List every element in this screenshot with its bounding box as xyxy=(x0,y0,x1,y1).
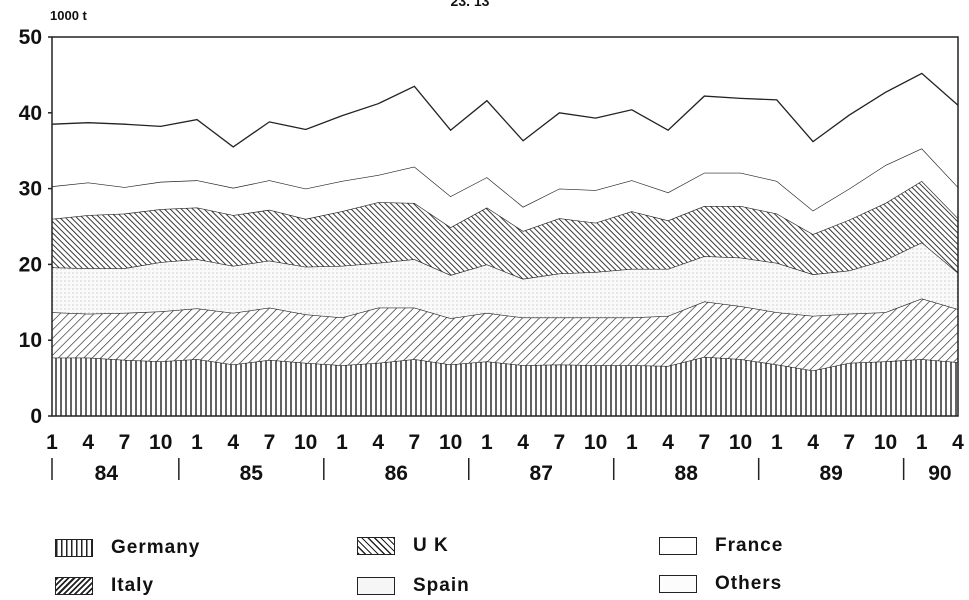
x-tick-label: 10 xyxy=(874,431,897,454)
legend-label: U K xyxy=(413,535,449,556)
x-tick-label: 1 xyxy=(481,431,493,454)
legend-label: Germany xyxy=(111,537,201,558)
legend-item-spain: Spain xyxy=(357,575,470,597)
x-tick-label: 1 xyxy=(771,431,783,454)
area-germany xyxy=(52,356,958,416)
legend-label: France xyxy=(715,535,784,556)
x-tick-label: 7 xyxy=(119,431,131,454)
x-tick-label: 1 xyxy=(626,431,638,454)
x-tick-label: 4 xyxy=(517,431,529,454)
x-tick-label: 4 xyxy=(952,431,964,454)
x-tick-label: 7 xyxy=(843,431,855,454)
x-tick-label: 1 xyxy=(46,431,58,454)
x-tick-label: 4 xyxy=(82,431,94,454)
y-tick-label: 50 xyxy=(19,26,42,49)
italy-swatch xyxy=(55,577,93,595)
legend-item-others: Others xyxy=(659,573,782,595)
legend-item-france: France xyxy=(659,535,783,557)
spain-swatch xyxy=(357,577,395,595)
legend-label: Spain xyxy=(413,575,470,596)
y-tick-label: 30 xyxy=(19,178,42,201)
france-swatch xyxy=(659,537,697,555)
area-italy xyxy=(52,181,958,279)
area-spain xyxy=(52,242,958,319)
x-tick-label: 7 xyxy=(698,431,710,454)
year-label: 89 xyxy=(819,462,842,485)
y-axis-unit-label: 1000 t xyxy=(50,8,88,23)
legend-item-uk: U K xyxy=(357,535,449,557)
y-tick-label: 10 xyxy=(19,329,42,352)
area-france xyxy=(52,148,958,235)
uk-swatch xyxy=(357,537,395,555)
y-tick-label: 40 xyxy=(19,102,42,125)
germany-swatch xyxy=(55,539,93,557)
legend-label: Italy xyxy=(111,575,155,596)
chart-legend: Germany U K France Italy Spain Others xyxy=(0,525,969,600)
y-tick-label: 0 xyxy=(30,405,42,428)
chart-title: 23. 13 xyxy=(451,0,490,9)
area-others xyxy=(52,73,958,211)
legend-label: Others xyxy=(715,573,783,594)
x-tick-label: 10 xyxy=(149,431,172,454)
x-tick-label: 1 xyxy=(336,431,348,454)
legend-item-germany: Germany xyxy=(55,537,200,559)
x-tick-label: 10 xyxy=(729,431,752,454)
x-tick-label: 10 xyxy=(584,431,607,454)
y-tick-label: 20 xyxy=(19,253,42,276)
x-tick-label: 4 xyxy=(227,431,239,454)
x-tick-label: 7 xyxy=(554,431,566,454)
legend-item-italy: Italy xyxy=(55,575,154,597)
year-label: 88 xyxy=(675,462,699,485)
series-line-others xyxy=(51,72,959,148)
others-swatch xyxy=(659,575,697,593)
year-label: 86 xyxy=(385,462,408,485)
x-tick-label: 7 xyxy=(409,431,421,454)
x-tick-label: 1 xyxy=(916,431,928,454)
area-uk xyxy=(52,298,958,371)
year-label: 87 xyxy=(530,462,553,485)
x-tick-label: 10 xyxy=(294,431,317,454)
x-tick-label: 4 xyxy=(807,431,819,454)
x-tick-label: 1 xyxy=(191,431,203,454)
stacked-area-chart: 23. 13 1000 t 0 10 20 30 40 50 1 4 7 10 1 4 7 10 1 4 7 10… xyxy=(19,0,965,485)
x-tick-label: 4 xyxy=(662,431,674,454)
year-label: 84 xyxy=(95,462,119,485)
year-label: 90 xyxy=(928,462,951,485)
x-tick-label: 7 xyxy=(264,431,276,454)
year-label: 85 xyxy=(240,462,264,485)
plot-frame xyxy=(51,36,959,417)
x-tick-label: 10 xyxy=(439,431,462,454)
x-tick-label: 4 xyxy=(372,431,384,454)
